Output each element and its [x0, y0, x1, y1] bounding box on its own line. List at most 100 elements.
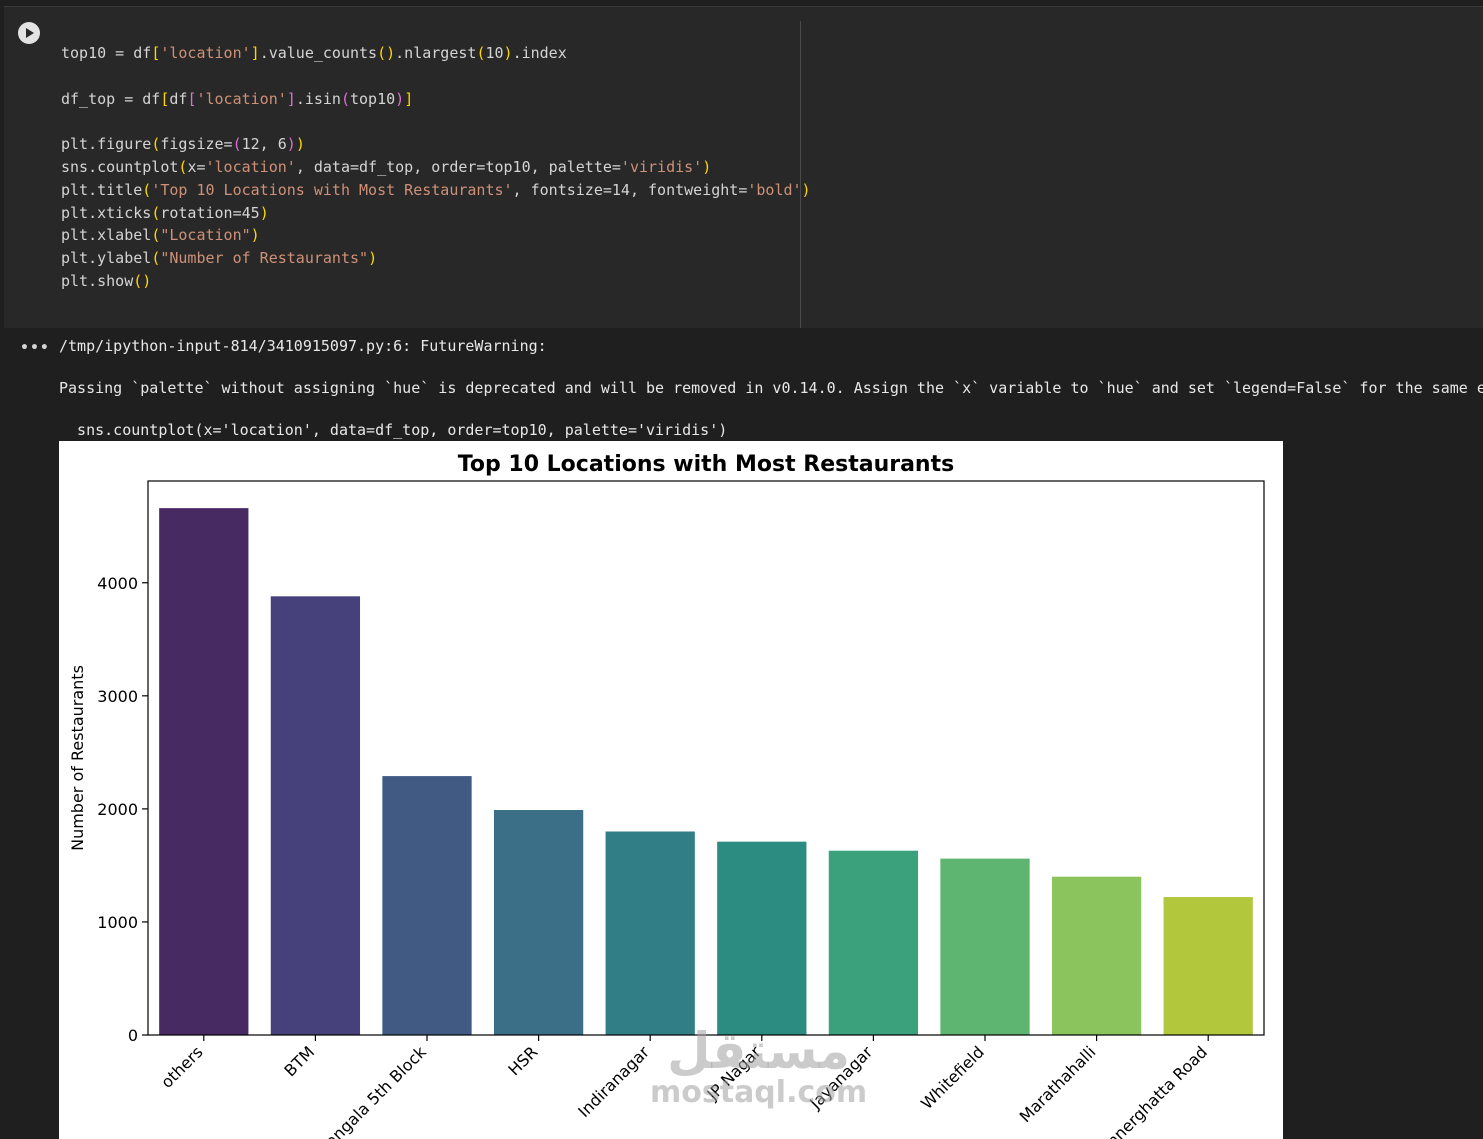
code-token: 12, 6 [241, 135, 287, 154]
code-token: 10 [485, 44, 504, 62]
code-token: 'location' [196, 89, 287, 108]
code-token: [ [187, 89, 197, 108]
code-token: ( [232, 135, 242, 154]
code-token: ] [404, 89, 414, 108]
code-line: top10 = df['location'].value_counts().nl… [61, 42, 811, 65]
warning-message: Passing `palette` without assigning `hue… [59, 379, 1483, 397]
code-token: plt.xlabel [61, 226, 152, 245]
x-tick-label: Jayanagar [805, 1042, 876, 1113]
code-line: plt.xticks(rotation=45) [61, 202, 811, 225]
code-token: .isin [295, 89, 341, 108]
code-line [61, 110, 811, 133]
code-token: ( [340, 89, 350, 108]
code-token: df_top = df [61, 89, 161, 108]
bar-hsr [493, 810, 584, 1035]
code-token: ) [801, 180, 811, 199]
code-line: plt.title('Top 10 Locations with Most Re… [61, 179, 811, 202]
code-token: sns.countplot [61, 157, 179, 176]
plot-axes-frame [147, 480, 1265, 1036]
code-token: plt.xticks [61, 203, 152, 222]
code-token: .value_counts [259, 44, 378, 62]
code-token: ( [151, 203, 161, 222]
bar-others [159, 508, 249, 1035]
code-token: rotation=45 [160, 203, 260, 222]
code-token: ] [250, 44, 260, 62]
code-line: plt.ylabel("Number of Restaurants") [61, 247, 811, 270]
code-token: ) [295, 135, 305, 154]
code-editor[interactable]: top10 = df['location'].value_counts().nl… [61, 42, 811, 293]
editor-ruler [800, 21, 801, 328]
x-tick-label: Whitefield [917, 1042, 988, 1113]
code-line [61, 65, 811, 88]
code-token: ( [178, 157, 188, 176]
y-tick-label: 3000 [97, 687, 138, 706]
x-tick-label: JP Nagar [703, 1042, 765, 1104]
code-token: ] [286, 89, 296, 108]
code-token: 'viridis' [620, 157, 703, 176]
code-line: sns.countplot(x='location', data=df_top,… [61, 156, 811, 179]
bar-whitefield [940, 858, 1030, 1035]
y-tick-label: 4000 [97, 574, 138, 593]
code-token: ( [151, 135, 161, 154]
plot-output: Top 10 Locations with Most Restaurants 0 1… [59, 441, 1283, 1139]
code-token: ) [259, 203, 269, 222]
code-token: ) [503, 44, 513, 62]
y-tick-label: 1000 [97, 913, 138, 932]
code-token: [ [151, 44, 161, 62]
code-token: .index [512, 44, 567, 62]
bar-indiranagar [605, 831, 695, 1035]
x-tick-label: BTM [280, 1042, 318, 1080]
x-tick-label: others [157, 1042, 206, 1091]
chart-title: Top 10 Locations with Most Restaurants [458, 452, 954, 477]
more-options-icon[interactable]: ••• [20, 340, 50, 356]
code-token: ( [151, 249, 161, 268]
bar-bannerghatta-road [1163, 897, 1253, 1035]
code-token: ) [395, 89, 405, 108]
x-tick-label: Bannerghatta Road [1088, 1042, 1211, 1139]
code-token: 'location' [160, 44, 251, 62]
code-token: ( [142, 180, 152, 199]
bar-jp-nagar [717, 841, 807, 1035]
x-tick-label: HSR [504, 1042, 541, 1079]
code-token: plt.ylabel [61, 249, 152, 268]
code-token: plt.title [61, 180, 143, 199]
code-token: plt.show [61, 271, 134, 290]
code-token: "Location" [160, 226, 251, 245]
code-token: 'bold' [747, 180, 802, 199]
code-token: ( [151, 226, 161, 245]
code-token: .nlargest [395, 44, 477, 62]
x-tick-label: Indiranagar [574, 1042, 653, 1121]
y-axis-label: Number of Restaurants [68, 665, 87, 851]
code-token: top10 [350, 89, 396, 108]
code-token: ( [476, 44, 486, 62]
x-tick-label: Marathahalli [1016, 1042, 1100, 1126]
code-token: , fontsize=14, fontweight= [512, 180, 748, 199]
code-token: 'Top 10 Locations with Most Restaurants' [151, 180, 513, 199]
code-token: [ [160, 89, 170, 108]
code-token: top10 = df [61, 44, 152, 62]
bar-btm [270, 596, 361, 1035]
bar-jayanagar [828, 850, 919, 1035]
y-tick-label: 0 [128, 1026, 138, 1045]
code-line: plt.xlabel("Location") [61, 224, 811, 247]
code-token: ) [702, 157, 712, 176]
code-token: df [169, 89, 188, 108]
bar-chart: Top 10 Locations with Most Restaurants 0 1… [68, 452, 1265, 1139]
code-token: ) [286, 135, 296, 154]
code-token: ) [368, 249, 378, 268]
bar-marathahalli [1051, 876, 1142, 1035]
code-token: plt.figure [61, 135, 152, 154]
code-token: 'location' [205, 157, 296, 176]
code-token: "Number of Restaurants" [160, 249, 369, 268]
code-cell[interactable]: top10 = df['location'].value_counts().nl… [4, 6, 1483, 328]
warning-source: sns.countplot(x='location', data=df_top,… [59, 421, 728, 439]
run-cell-button[interactable] [18, 22, 40, 44]
warning-path: /tmp/ipython-input-814/3410915097.py:6: … [59, 337, 547, 355]
code-line: df_top = df[df['location'].isin(top10)] [61, 88, 811, 111]
code-token: () [377, 44, 396, 62]
code-line: plt.figure(figsize=(12, 6)) [61, 133, 811, 156]
code-token: , data=df_top, order=top10, palette= [295, 157, 621, 176]
code-line: plt.show() [61, 270, 811, 293]
bar-koramangala-5th-block [382, 776, 472, 1035]
code-token: ) [250, 226, 260, 245]
